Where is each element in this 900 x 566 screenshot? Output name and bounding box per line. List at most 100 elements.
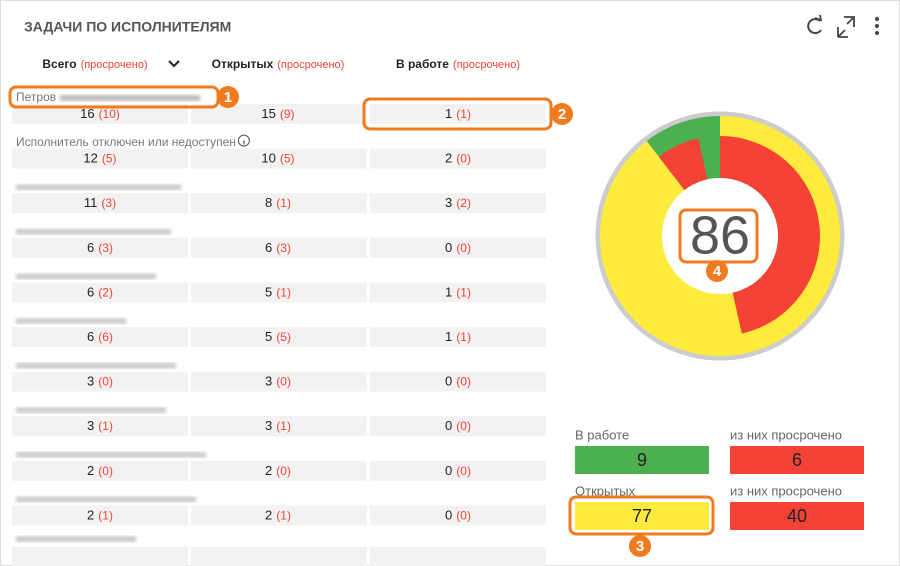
callout-number: 4 bbox=[713, 263, 722, 280]
table-cell bbox=[12, 282, 188, 303]
cell-value-main: 8 bbox=[265, 196, 272, 211]
sort-dropdown[interactable] bbox=[168, 60, 180, 68]
donut-open-overdue bbox=[720, 136, 820, 334]
column-header-main: Всего bbox=[42, 57, 76, 71]
cell-value-main: 16 bbox=[80, 106, 94, 121]
cell-value: 0 (0) bbox=[445, 508, 471, 523]
cell-value: 0 (0) bbox=[445, 419, 471, 434]
cell-value-overdue: (0) bbox=[276, 375, 291, 389]
cell-value-overdue: (0) bbox=[456, 419, 471, 433]
cell-value-main: 2 bbox=[265, 508, 272, 523]
cell-value-overdue: (5) bbox=[102, 152, 117, 166]
cell-value-overdue: (3) bbox=[101, 196, 116, 210]
cell-value-overdue: (0) bbox=[98, 375, 113, 389]
cell-value: 0 (0) bbox=[445, 463, 471, 478]
cell-value: 6 (3) bbox=[87, 240, 113, 255]
legend-box bbox=[730, 502, 864, 530]
legend-value: 40 bbox=[787, 506, 807, 526]
expand-button[interactable] bbox=[837, 16, 855, 38]
column-header: В работе (просрочено) bbox=[396, 57, 520, 71]
cell-value-main: 0 bbox=[445, 240, 452, 255]
table-cell bbox=[370, 371, 546, 392]
cell-value-overdue: (6) bbox=[98, 330, 113, 344]
cell-value-overdue: (3) bbox=[98, 241, 113, 255]
callout-badge bbox=[551, 103, 573, 125]
assignee-name: Петров bbox=[16, 90, 56, 104]
blurred-name bbox=[16, 407, 166, 414]
blurred-name bbox=[16, 184, 181, 191]
cell-value-main: 5 bbox=[265, 285, 272, 300]
legend-label: из них просрочено bbox=[730, 483, 842, 498]
table-cell bbox=[370, 282, 546, 303]
column-header: Открытых (просрочено) bbox=[212, 57, 345, 71]
column-header: Всего (просрочено) bbox=[42, 57, 147, 71]
cell-value: 3 (0) bbox=[87, 374, 113, 389]
table-cell bbox=[12, 460, 188, 481]
donut-hole bbox=[662, 178, 778, 294]
cell-value-overdue: (1) bbox=[276, 509, 291, 523]
blurred-name bbox=[16, 451, 206, 458]
legend-label: из них просрочено bbox=[730, 427, 842, 442]
cell-value-overdue: (10) bbox=[99, 107, 120, 121]
cell-value-overdue: (0) bbox=[98, 464, 113, 478]
table-cell bbox=[370, 460, 546, 481]
cell-value-main: 10 bbox=[261, 151, 275, 166]
cell-value-overdue: (1) bbox=[456, 330, 471, 344]
callout-badge bbox=[629, 535, 651, 557]
cell-value-overdue: (1) bbox=[276, 419, 291, 433]
info-icon bbox=[237, 134, 250, 147]
cell-value-main: 6 bbox=[87, 285, 94, 300]
table-cell bbox=[191, 460, 367, 481]
column-header-overdue: (просрочено) bbox=[453, 59, 520, 71]
cell-value-main: 3 bbox=[265, 419, 272, 434]
table-cell bbox=[191, 505, 367, 526]
legend-value: 6 bbox=[792, 450, 802, 470]
cell-value: 16 (10) bbox=[80, 106, 120, 121]
cell-value-overdue: (0) bbox=[456, 152, 471, 166]
cell-value-overdue: (9) bbox=[280, 107, 295, 121]
callout-number: 3 bbox=[636, 538, 644, 555]
cell-value-overdue: (1) bbox=[456, 286, 471, 300]
cell-value: 3 (0) bbox=[265, 374, 291, 389]
blurred-name bbox=[60, 95, 201, 101]
cell-value-main: 3 bbox=[87, 374, 94, 389]
table-cell bbox=[191, 104, 367, 124]
cell-value-overdue: (5) bbox=[280, 152, 295, 166]
blurred-name bbox=[16, 273, 156, 280]
table-cell bbox=[370, 416, 546, 437]
table-cell bbox=[12, 505, 188, 526]
table-cell bbox=[191, 237, 367, 258]
cell-value: 6 (6) bbox=[87, 329, 113, 344]
cell-value: 1 (1) bbox=[445, 285, 471, 300]
cell-value-main: 6 bbox=[265, 240, 272, 255]
cell-value-main: 12 bbox=[83, 151, 97, 166]
table-cell bbox=[370, 193, 546, 214]
menu-button[interactable] bbox=[875, 17, 879, 35]
cell-value-overdue: (2) bbox=[456, 196, 471, 210]
table-cell bbox=[370, 148, 546, 169]
refresh-button[interactable] bbox=[807, 14, 823, 35]
cell-value-main: 1 bbox=[445, 285, 452, 300]
cell-value-main: 2 bbox=[265, 463, 272, 478]
column-header-main: В работе bbox=[396, 57, 449, 71]
table-cell bbox=[191, 327, 367, 347]
callout-number: 2 bbox=[558, 106, 566, 123]
blurred-name bbox=[16, 496, 196, 503]
cell-value-overdue: (1) bbox=[98, 509, 113, 523]
cell-value-main: 6 bbox=[87, 240, 94, 255]
blurred-name bbox=[16, 536, 136, 542]
cell-value-main: 6 bbox=[87, 329, 94, 344]
cell-value: 2 (0) bbox=[87, 463, 113, 478]
table-cell bbox=[12, 371, 188, 392]
legend-box bbox=[575, 446, 709, 474]
cell-value-main: 15 bbox=[261, 106, 275, 121]
cell-value: 15 (9) bbox=[261, 106, 294, 121]
table-cell bbox=[12, 416, 188, 437]
table-cell bbox=[12, 547, 188, 566]
cell-value-main: 2 bbox=[87, 463, 94, 478]
cell-value-main: 3 bbox=[265, 374, 272, 389]
table-cell bbox=[12, 104, 188, 124]
callout-number: 1 bbox=[224, 89, 232, 106]
legend-box bbox=[575, 502, 709, 530]
table-cell bbox=[191, 282, 367, 303]
